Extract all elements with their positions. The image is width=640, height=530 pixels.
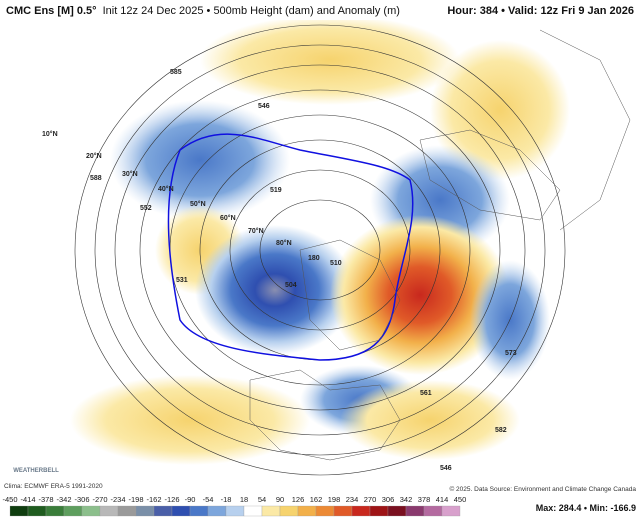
colorbar-swatch: [405, 505, 425, 517]
description: Init 12z 24 Dec 2025 • 500mb Height (dam…: [103, 5, 400, 17]
logo: WEATHERBELL: [13, 468, 59, 474]
colorbar-tick-label: -378: [38, 495, 53, 504]
contour-label: 561: [420, 390, 432, 397]
colorbar-tick-label: 414: [436, 495, 449, 504]
colorbar-tick-label: 18: [240, 495, 248, 504]
colorbar-swatch: [297, 505, 317, 517]
colorbar-swatch: [153, 505, 173, 517]
latitude-label: 70°N: [248, 227, 264, 235]
latitude-label: 60°N: [220, 214, 236, 222]
colorbar-tick-label: -450: [2, 495, 17, 504]
colorbar-tick-label: -162: [146, 495, 161, 504]
colorbar-tick-label: 54: [258, 495, 266, 504]
colorbar-swatch: [81, 505, 101, 517]
anomaly-area: [340, 380, 520, 460]
max-min: Max: 284.4 • Min: -166.9: [536, 503, 636, 513]
colorbar-tick-label: -414: [20, 495, 35, 504]
contour-label: 585: [170, 69, 182, 76]
colorbar-swatch: [243, 505, 263, 517]
colorbar-swatch: [99, 505, 119, 517]
colorbar-tick-label: 234: [346, 495, 359, 504]
contour-label: 588: [90, 175, 102, 182]
colorbar-swatch: [423, 505, 443, 517]
colorbar-swatch: [441, 505, 461, 517]
anomaly-area: [330, 215, 510, 375]
contour-label: 180: [308, 255, 320, 262]
colorbar-swatch: [261, 505, 281, 517]
colorbar-swatch: [369, 505, 389, 517]
model-name: CMC Ens [M] 0.5°: [6, 5, 97, 17]
contour-label: 582: [495, 427, 507, 434]
coastlines: [249, 29, 631, 461]
colorbar-tick-label: -90: [185, 495, 196, 504]
valid-time: Hour: 384 • Valid: 12z Fri 9 Jan 2026: [447, 5, 634, 17]
colorbar-tick-label: 306: [382, 495, 395, 504]
colorbar-swatch: [333, 505, 353, 517]
colorbar-tick-label: -54: [203, 495, 214, 504]
colorbar-tick-label: 126: [292, 495, 305, 504]
colorbar-swatch: [135, 505, 155, 517]
colorbar-tick-label: 378: [418, 495, 431, 504]
colorbar-swatch: [45, 505, 65, 517]
colorbar-tick-label: 162: [310, 495, 323, 504]
colorbar-tick-label: 198: [328, 495, 341, 504]
colorbar-swatch: [171, 505, 191, 517]
540-dam-contour: [167, 133, 414, 361]
data-credit: © 2025. Data Source: Environment and Cli…: [449, 485, 636, 493]
contour-label: 546: [258, 103, 270, 110]
colorbar-swatch: [225, 505, 245, 517]
anomaly-area: [200, 20, 460, 105]
anomaly-area: [110, 100, 290, 220]
latitude-label: 50°N: [190, 200, 206, 208]
latitude-label: 20°N: [86, 152, 102, 160]
colorbar-swatch: [63, 505, 83, 517]
map: 10°N 20°N 30°N 40°N 50°N 60°N 70°N 80°N 585 588 55…: [0, 20, 640, 480]
latitude-label: 10°N: [42, 130, 58, 138]
colorbar-swatch: [315, 505, 335, 517]
latitude-label: 40°N: [158, 185, 174, 193]
colorbar-swatch: [9, 505, 29, 517]
colorbar-tick-label: -234: [110, 495, 125, 504]
colorbar-swatch: [189, 505, 209, 517]
colorbar-swatch: [117, 505, 137, 517]
colorbar-tick-label: 342: [400, 495, 413, 504]
colorbar-tick-label: -126: [164, 495, 179, 504]
contour-label: 531: [176, 277, 188, 284]
latitude-label: 30°N: [122, 170, 138, 178]
contour-label: 504: [285, 282, 297, 289]
colorbar-swatch: [351, 505, 371, 517]
colorbar-tick-label: 270: [364, 495, 377, 504]
colorbar-swatch: [279, 505, 299, 517]
colorbar-swatch: [207, 505, 227, 517]
colorbar-tick-label: -198: [128, 495, 143, 504]
colorbar-tick-label: -270: [92, 495, 107, 504]
colorbar: -450 -414 -378 -342 -306 -270 -234 -198 -162 -126…: [2, 495, 467, 517]
colorbar-swatch: [387, 505, 407, 517]
colorbar-swatch: [27, 505, 47, 517]
colorbar-tick-label: -306: [74, 495, 89, 504]
latitude-label: 80°N: [276, 239, 292, 247]
anomaly-area: [195, 225, 355, 355]
contour-label: 510: [330, 260, 342, 267]
contour-label: 546: [440, 465, 452, 472]
anomaly-area: [430, 40, 570, 180]
colorbar-tick-label: -342: [56, 495, 71, 504]
anomaly-area: [70, 375, 310, 465]
colorbar-tick-label: -18: [221, 495, 232, 504]
colorbar-tick-label: 450: [454, 495, 467, 504]
colorbar-tick-label: 90: [276, 495, 284, 504]
contour-label: 519: [270, 187, 282, 194]
contour-label: 573: [505, 350, 517, 357]
contour-label: 552: [140, 205, 152, 212]
climatology-note: Clima: ECMWF ERA-5 1991-2020: [4, 483, 103, 490]
